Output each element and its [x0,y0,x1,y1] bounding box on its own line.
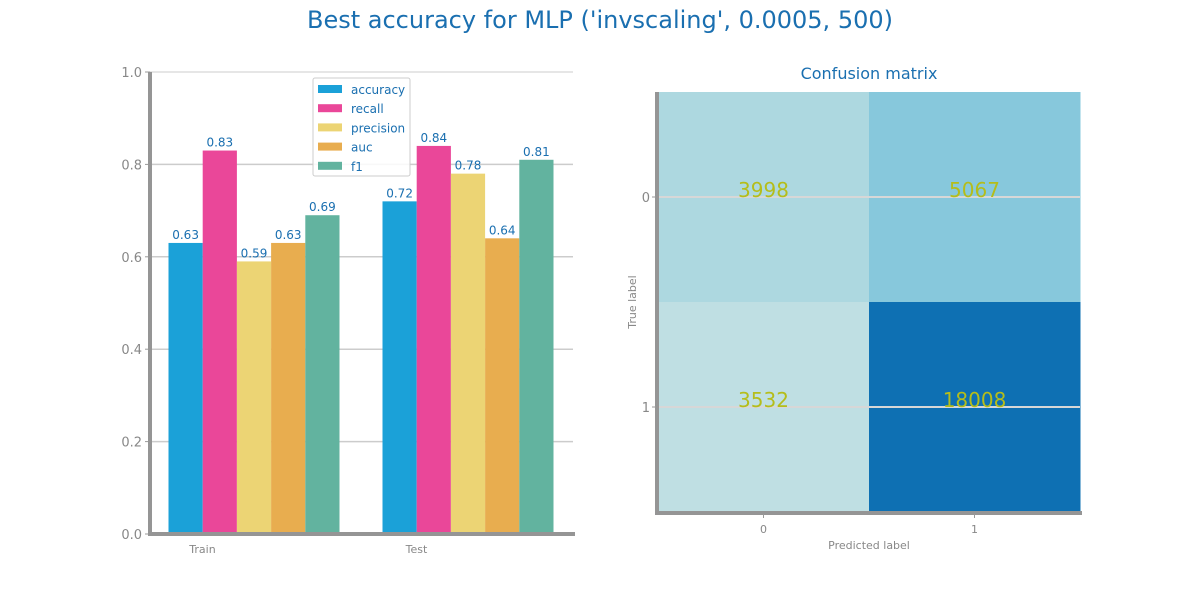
bar-f1-test [519,159,554,534]
confusion-value: 18008 [943,388,1007,412]
bar-accuracy-train [168,242,203,534]
bar-value-label: 0.72 [386,186,413,200]
bar-value-label: 0.59 [241,246,268,260]
bar-value-label: 0.63 [172,228,199,242]
bar-auc-test [485,238,520,534]
confusion-value: 3998 [738,178,789,202]
cm-x-tick-label: 1 [971,523,978,536]
legend-swatch-recall [318,104,342,113]
bar-value-label: 0.78 [455,159,482,173]
y-tick-label: 1.0 [121,66,142,81]
cm-x-tick-label: 0 [760,523,767,536]
y-tick-label: 0.6 [121,251,142,266]
bar-value-label: 0.63 [275,228,302,242]
bar-auc-train [271,242,306,534]
cm-x-axis-title: Predicted label [828,539,910,552]
bar-recall-test [416,145,451,535]
legend-swatch-precision [318,123,342,132]
y-tick-label: 0.8 [121,158,142,173]
bar-value-label: 0.69 [309,200,336,214]
confusion-value: 3532 [738,388,789,412]
legend-label-accuracy: accuracy [351,83,405,97]
bar-value-label: 0.64 [489,223,516,237]
bar-f1-train [305,215,340,534]
confusion-value: 5067 [949,178,1000,202]
bar-value-label: 0.81 [523,145,550,159]
bar-value-label: 0.83 [206,136,233,150]
figure-title: Best accuracy for MLP ('invscaling', 0.0… [307,6,893,34]
legend-swatch-accuracy [318,85,342,93]
bar-recall-train [202,150,237,535]
confusion-matrix-title: Confusion matrix [801,64,938,83]
y-tick-label: 0.4 [121,343,142,358]
bar-accuracy-test [382,201,417,535]
cm-y-tick-label: 1 [642,401,650,416]
y-tick-label: 0.2 [121,436,142,451]
legend-label-precision: precision [351,121,405,135]
legend-label-f1: f1 [351,160,363,174]
bar-value-label: 0.84 [420,131,447,145]
bar-precision-train [236,261,272,534]
bar-precision-test [450,173,486,534]
legend-label-recall: recall [351,102,384,116]
x-tick-label: Test [405,543,428,556]
cm-y-tick-label: 0 [642,191,650,206]
legend-label-auc: auc [351,141,373,155]
cm-y-axis-title: True label [626,275,639,329]
legend-swatch-f1 [318,161,342,170]
y-tick-label: 0.0 [121,528,142,543]
x-tick-label: Train [188,543,215,556]
legend-swatch-auc [318,142,342,151]
legend-box [312,77,411,177]
